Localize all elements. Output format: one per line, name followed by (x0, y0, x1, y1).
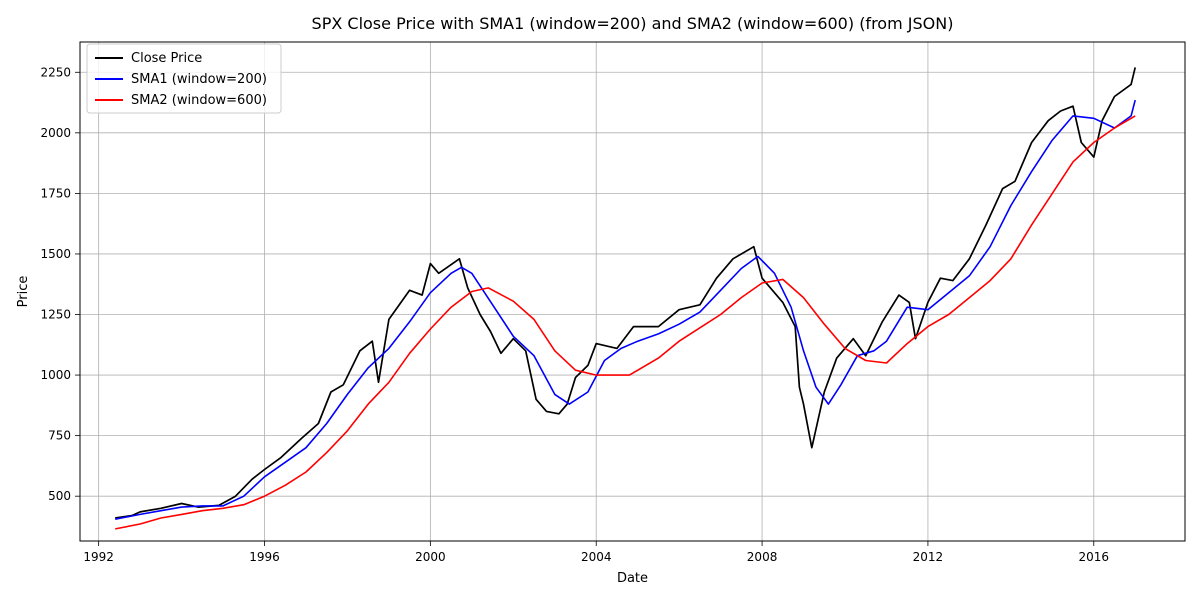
y-tick-label: 1500 (40, 247, 71, 261)
axis-ticks: 1992 1996 2000 2004 2008 2012 2016 500 750 1000 12… (40, 65, 1109, 564)
y-tick-label: 1750 (40, 186, 71, 200)
x-tick-label: 2004 (581, 550, 612, 564)
series-line-3 (115, 115, 1136, 530)
y-axis-label: Price (16, 276, 31, 308)
legend-box (86, 43, 282, 114)
y-tick-label: 1250 (40, 308, 71, 322)
x-tick-label: 2016 (1079, 550, 1110, 564)
legend: Close Price SMA1 (window=200) SMA2 (window… (86, 43, 282, 114)
y-tick-label: 750 (48, 429, 71, 443)
series-line-1 (115, 67, 1137, 519)
y-tick-label: 1000 (40, 368, 71, 382)
legend-label: SMA1 (window=200) (131, 72, 267, 87)
y-tick-label: 2000 (40, 126, 71, 140)
plot-frame (79, 41, 1186, 542)
grid (80, 42, 1185, 541)
y-tick-label: 2250 (40, 65, 71, 79)
chart-title: SPX Close Price with SMA1 (window=200) a… (312, 14, 954, 33)
x-tick-label: 2008 (747, 550, 778, 564)
legend-label: SMA2 (window=600) (131, 93, 267, 108)
legend-label: Close Price (131, 51, 202, 66)
series-line-2 (115, 99, 1136, 520)
x-axis-label: Date (617, 571, 648, 586)
series-lines (115, 67, 1137, 530)
x-tick-label: 2012 (913, 550, 944, 564)
x-tick-label: 2000 (415, 550, 446, 564)
x-tick-label: 1992 (83, 550, 114, 564)
y-tick-label: 500 (48, 489, 71, 503)
x-tick-label: 1996 (249, 550, 280, 564)
